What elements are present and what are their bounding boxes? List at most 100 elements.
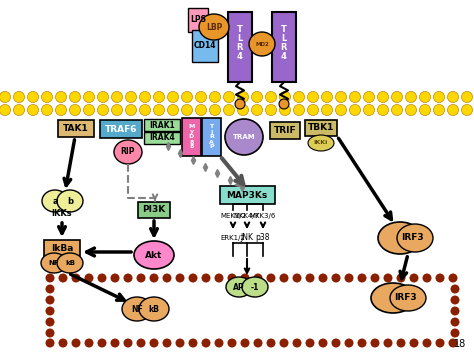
Text: a: a xyxy=(52,197,58,206)
Ellipse shape xyxy=(149,339,158,348)
Text: TRIF: TRIF xyxy=(273,126,296,135)
Ellipse shape xyxy=(377,92,389,103)
Ellipse shape xyxy=(321,104,332,115)
Ellipse shape xyxy=(42,190,68,212)
Ellipse shape xyxy=(98,273,107,283)
Text: M
y
D
8
8: M y D 8 8 xyxy=(188,125,195,149)
Ellipse shape xyxy=(392,92,402,103)
Ellipse shape xyxy=(215,339,224,348)
Ellipse shape xyxy=(357,273,366,283)
Ellipse shape xyxy=(55,104,66,115)
Ellipse shape xyxy=(405,92,417,103)
Ellipse shape xyxy=(410,339,419,348)
Ellipse shape xyxy=(450,328,459,338)
Ellipse shape xyxy=(111,92,122,103)
Text: CD14: CD14 xyxy=(194,42,216,50)
Ellipse shape xyxy=(70,92,81,103)
Ellipse shape xyxy=(46,284,55,294)
Bar xyxy=(188,8,208,32)
Ellipse shape xyxy=(331,273,340,283)
Ellipse shape xyxy=(345,339,354,348)
Ellipse shape xyxy=(225,119,263,155)
Ellipse shape xyxy=(396,273,405,283)
Ellipse shape xyxy=(450,306,459,316)
Text: PI3K: PI3K xyxy=(142,206,165,214)
Ellipse shape xyxy=(306,339,315,348)
Ellipse shape xyxy=(419,104,430,115)
Ellipse shape xyxy=(83,92,94,103)
Ellipse shape xyxy=(175,273,184,283)
Ellipse shape xyxy=(293,104,304,115)
Bar xyxy=(220,186,275,204)
Ellipse shape xyxy=(462,104,473,115)
Ellipse shape xyxy=(242,277,268,297)
Text: TBK1: TBK1 xyxy=(308,124,334,132)
Ellipse shape xyxy=(189,339,198,348)
Bar xyxy=(182,118,201,156)
Ellipse shape xyxy=(364,92,374,103)
Ellipse shape xyxy=(235,99,245,109)
Ellipse shape xyxy=(41,253,67,273)
Bar xyxy=(44,240,80,257)
Text: kB: kB xyxy=(65,260,75,266)
Text: IkBa: IkBa xyxy=(51,244,73,253)
Ellipse shape xyxy=(154,104,164,115)
Ellipse shape xyxy=(27,92,38,103)
Ellipse shape xyxy=(266,339,275,348)
Ellipse shape xyxy=(228,339,237,348)
Ellipse shape xyxy=(149,273,158,283)
Text: LPS: LPS xyxy=(190,16,206,24)
Ellipse shape xyxy=(199,14,229,40)
Bar xyxy=(228,12,252,82)
Text: IRAK4: IRAK4 xyxy=(149,133,175,142)
Ellipse shape xyxy=(27,104,38,115)
Ellipse shape xyxy=(265,92,276,103)
Ellipse shape xyxy=(308,104,319,115)
Ellipse shape xyxy=(240,273,249,283)
Ellipse shape xyxy=(134,241,174,269)
Ellipse shape xyxy=(319,273,328,283)
Ellipse shape xyxy=(42,104,53,115)
Ellipse shape xyxy=(182,92,192,103)
Ellipse shape xyxy=(84,273,93,283)
Ellipse shape xyxy=(137,273,146,283)
Ellipse shape xyxy=(293,92,304,103)
Ellipse shape xyxy=(280,104,291,115)
Bar xyxy=(305,120,337,136)
Ellipse shape xyxy=(46,273,55,283)
Ellipse shape xyxy=(371,273,380,283)
Text: MD2: MD2 xyxy=(255,42,269,47)
Text: TAK1: TAK1 xyxy=(63,124,89,133)
Ellipse shape xyxy=(72,273,81,283)
Ellipse shape xyxy=(321,92,332,103)
Ellipse shape xyxy=(252,92,263,103)
Ellipse shape xyxy=(110,339,119,348)
Ellipse shape xyxy=(46,306,55,316)
Ellipse shape xyxy=(42,92,53,103)
Text: -1: -1 xyxy=(251,283,259,291)
Ellipse shape xyxy=(83,104,94,115)
Ellipse shape xyxy=(201,339,210,348)
Ellipse shape xyxy=(58,273,67,283)
Ellipse shape xyxy=(410,273,419,283)
Ellipse shape xyxy=(57,253,83,273)
Ellipse shape xyxy=(175,339,184,348)
Ellipse shape xyxy=(448,273,457,283)
Bar xyxy=(58,120,94,137)
Ellipse shape xyxy=(240,339,249,348)
Ellipse shape xyxy=(210,92,220,103)
Ellipse shape xyxy=(447,92,458,103)
Ellipse shape xyxy=(280,92,291,103)
Ellipse shape xyxy=(182,104,192,115)
Ellipse shape xyxy=(252,104,263,115)
Ellipse shape xyxy=(139,297,169,321)
Ellipse shape xyxy=(279,99,289,109)
Ellipse shape xyxy=(0,92,10,103)
Text: IKKi: IKKi xyxy=(314,141,328,146)
Ellipse shape xyxy=(137,339,146,348)
Ellipse shape xyxy=(13,104,25,115)
Ellipse shape xyxy=(167,104,179,115)
Text: MEK1/2: MEK1/2 xyxy=(220,213,246,219)
Ellipse shape xyxy=(139,104,151,115)
Text: NF: NF xyxy=(131,305,143,313)
